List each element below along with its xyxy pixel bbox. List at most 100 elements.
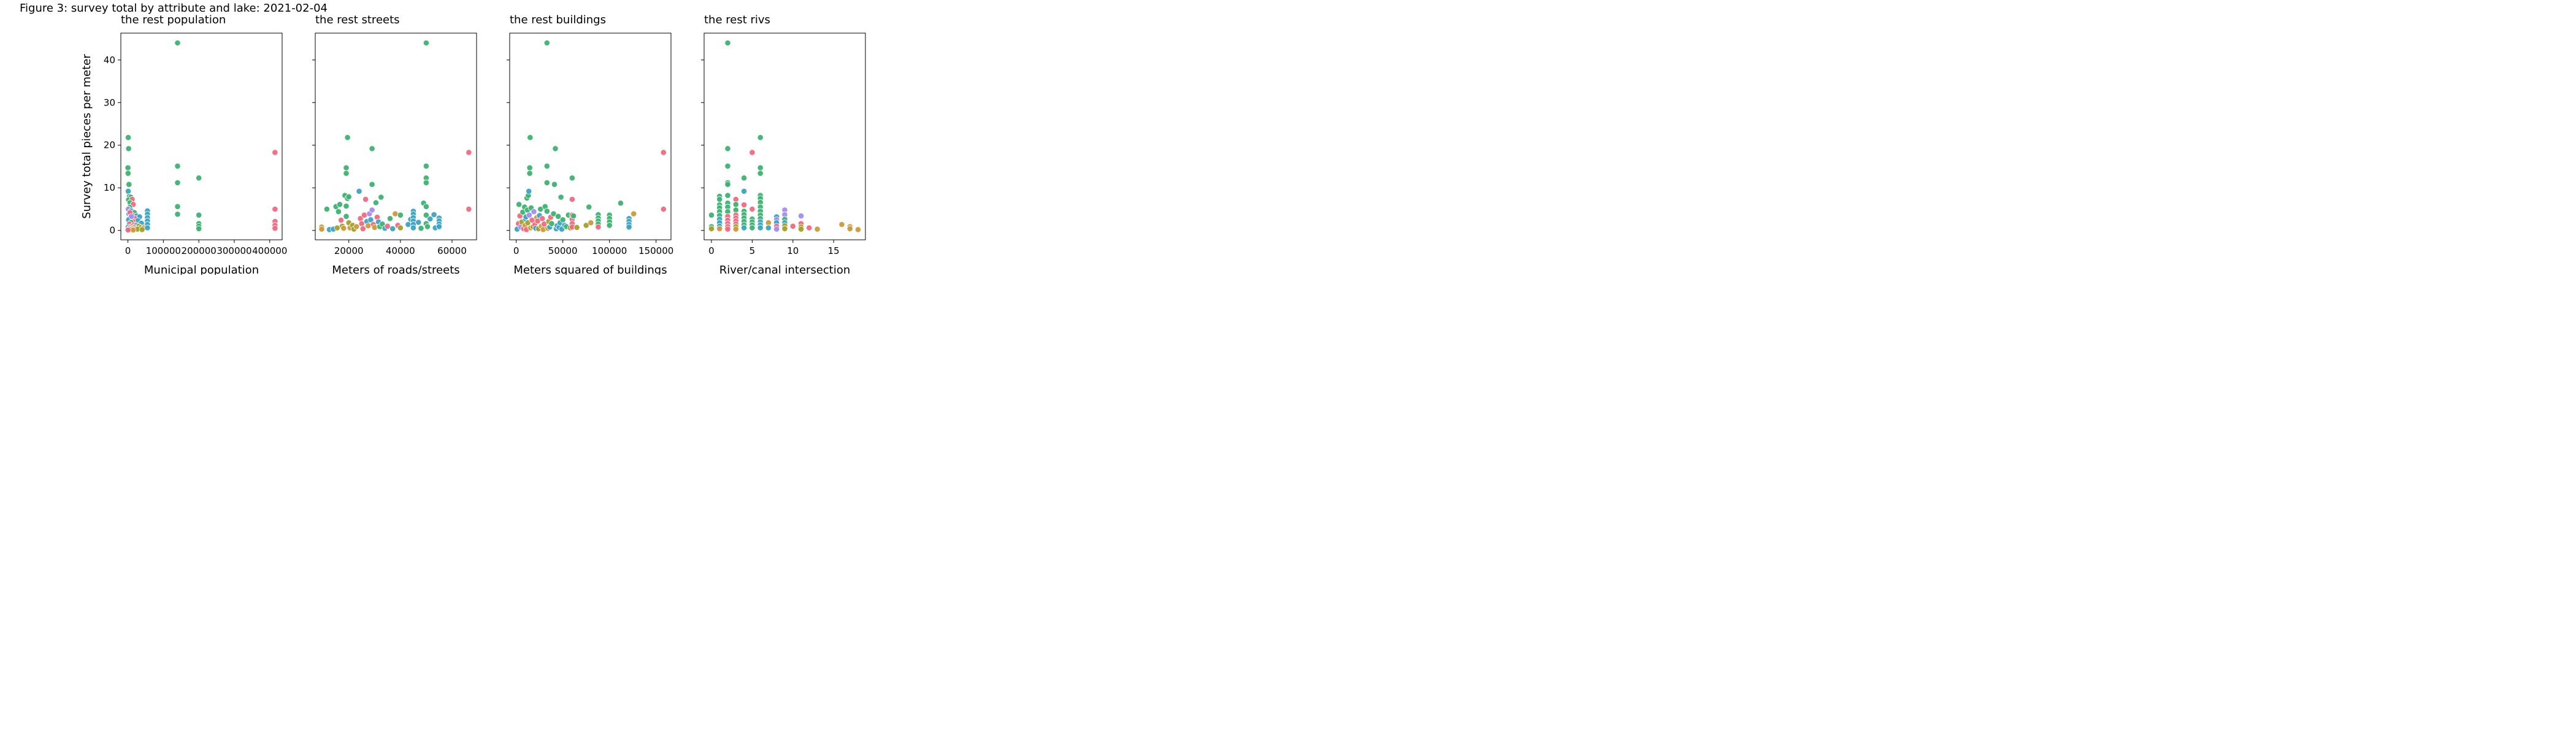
data-point [174, 163, 181, 169]
data-point [415, 219, 422, 226]
data-point [410, 224, 417, 231]
data-point [631, 210, 637, 217]
data-point [343, 213, 350, 220]
x-tick-label: 15 [828, 245, 840, 256]
data-point [626, 224, 632, 231]
data-point [384, 223, 391, 229]
data-point [543, 179, 550, 186]
x-tick-label: 5 [749, 245, 756, 256]
x-tick-label: 200000 [182, 245, 217, 256]
data-point [139, 226, 145, 233]
panel-title: the rest buildings [510, 13, 606, 26]
data-point [358, 220, 365, 227]
data-point [397, 212, 404, 218]
data-point [757, 134, 764, 141]
data-point [814, 226, 821, 232]
data-point [724, 226, 731, 232]
data-point [541, 221, 548, 228]
data-point [423, 179, 430, 186]
data-point [174, 211, 181, 218]
data-point [466, 149, 472, 156]
data-point [130, 226, 137, 234]
data-point [660, 205, 667, 213]
data-point [798, 212, 805, 220]
panel-2: 20000 40000 60000 the rest streets Meters of… [312, 13, 477, 275]
data-point [334, 224, 340, 231]
x-axis-label: Meters squared of buildings [513, 264, 667, 275]
data-point [526, 164, 533, 171]
x-tick-label: 100000 [146, 245, 181, 256]
data-point [749, 205, 756, 213]
figure-title: Figure 3: survey total by attribute and … [20, 2, 328, 15]
x-tick-label: 0 [708, 245, 715, 256]
panel-4: 0 5 10 15 the rest rivs River/canal intersect… [701, 13, 866, 275]
x-axis-label: River/canal intersection [719, 264, 851, 275]
data-point [531, 208, 537, 215]
data-point [724, 145, 731, 152]
data-point [516, 201, 523, 208]
data-point [537, 205, 544, 213]
data-point [272, 149, 278, 156]
data-point [196, 225, 202, 232]
data-point [588, 220, 594, 226]
data-point [356, 188, 362, 194]
x-tick-label: 150000 [638, 245, 673, 256]
x-axis-label: Meters of roads/streets [332, 264, 459, 275]
data-point [144, 224, 151, 231]
data-point [386, 215, 394, 222]
data-point [586, 204, 592, 210]
data-point [552, 145, 559, 152]
x-tick-label: 10 [787, 245, 799, 256]
data-point [424, 223, 431, 230]
data-point [369, 181, 375, 188]
data-point [606, 222, 613, 229]
y-axis-label: Survey total pieces per meter [80, 54, 93, 219]
data-point [765, 224, 772, 231]
data-point [551, 181, 558, 188]
data-point [367, 217, 374, 223]
data-point [272, 205, 278, 213]
x-tick-label: 40000 [386, 245, 415, 256]
data-point [741, 188, 748, 194]
data-point [174, 179, 181, 186]
data-point [569, 196, 576, 203]
data-point [526, 188, 532, 194]
x-axis-label: Municipal population [144, 264, 259, 275]
data-point [732, 201, 739, 208]
y-tick-label: 40 [104, 55, 115, 66]
data-point [466, 205, 472, 213]
data-point [365, 222, 372, 229]
data-point [369, 207, 375, 213]
data-point [806, 224, 813, 231]
y-tick-label: 30 [104, 97, 115, 108]
y-tick-label: 10 [104, 182, 115, 193]
figure: Figure 3: survey total by attribute and … [20, 2, 866, 275]
data-point [732, 226, 739, 232]
data-point [617, 200, 624, 207]
data-point [423, 212, 430, 218]
x-tick-label: 0 [125, 245, 131, 256]
data-point [337, 217, 345, 224]
data-point [708, 212, 715, 218]
data-point [378, 194, 385, 201]
scatter-points [125, 39, 278, 234]
data-point [569, 175, 576, 182]
data-point [174, 203, 181, 210]
data-point [128, 213, 135, 220]
data-point [526, 170, 533, 177]
x-tick-label: 60000 [437, 245, 467, 256]
data-point [583, 222, 589, 229]
data-point [543, 163, 550, 169]
data-point [423, 163, 430, 169]
data-point [336, 201, 343, 208]
data-point [431, 211, 437, 218]
data-point [362, 196, 369, 203]
data-point [343, 170, 350, 177]
data-point [343, 164, 350, 171]
x-tick-label: 100000 [592, 245, 627, 256]
data-point [539, 215, 546, 222]
data-point [773, 226, 780, 232]
data-point [196, 175, 202, 182]
data-point [543, 39, 550, 47]
